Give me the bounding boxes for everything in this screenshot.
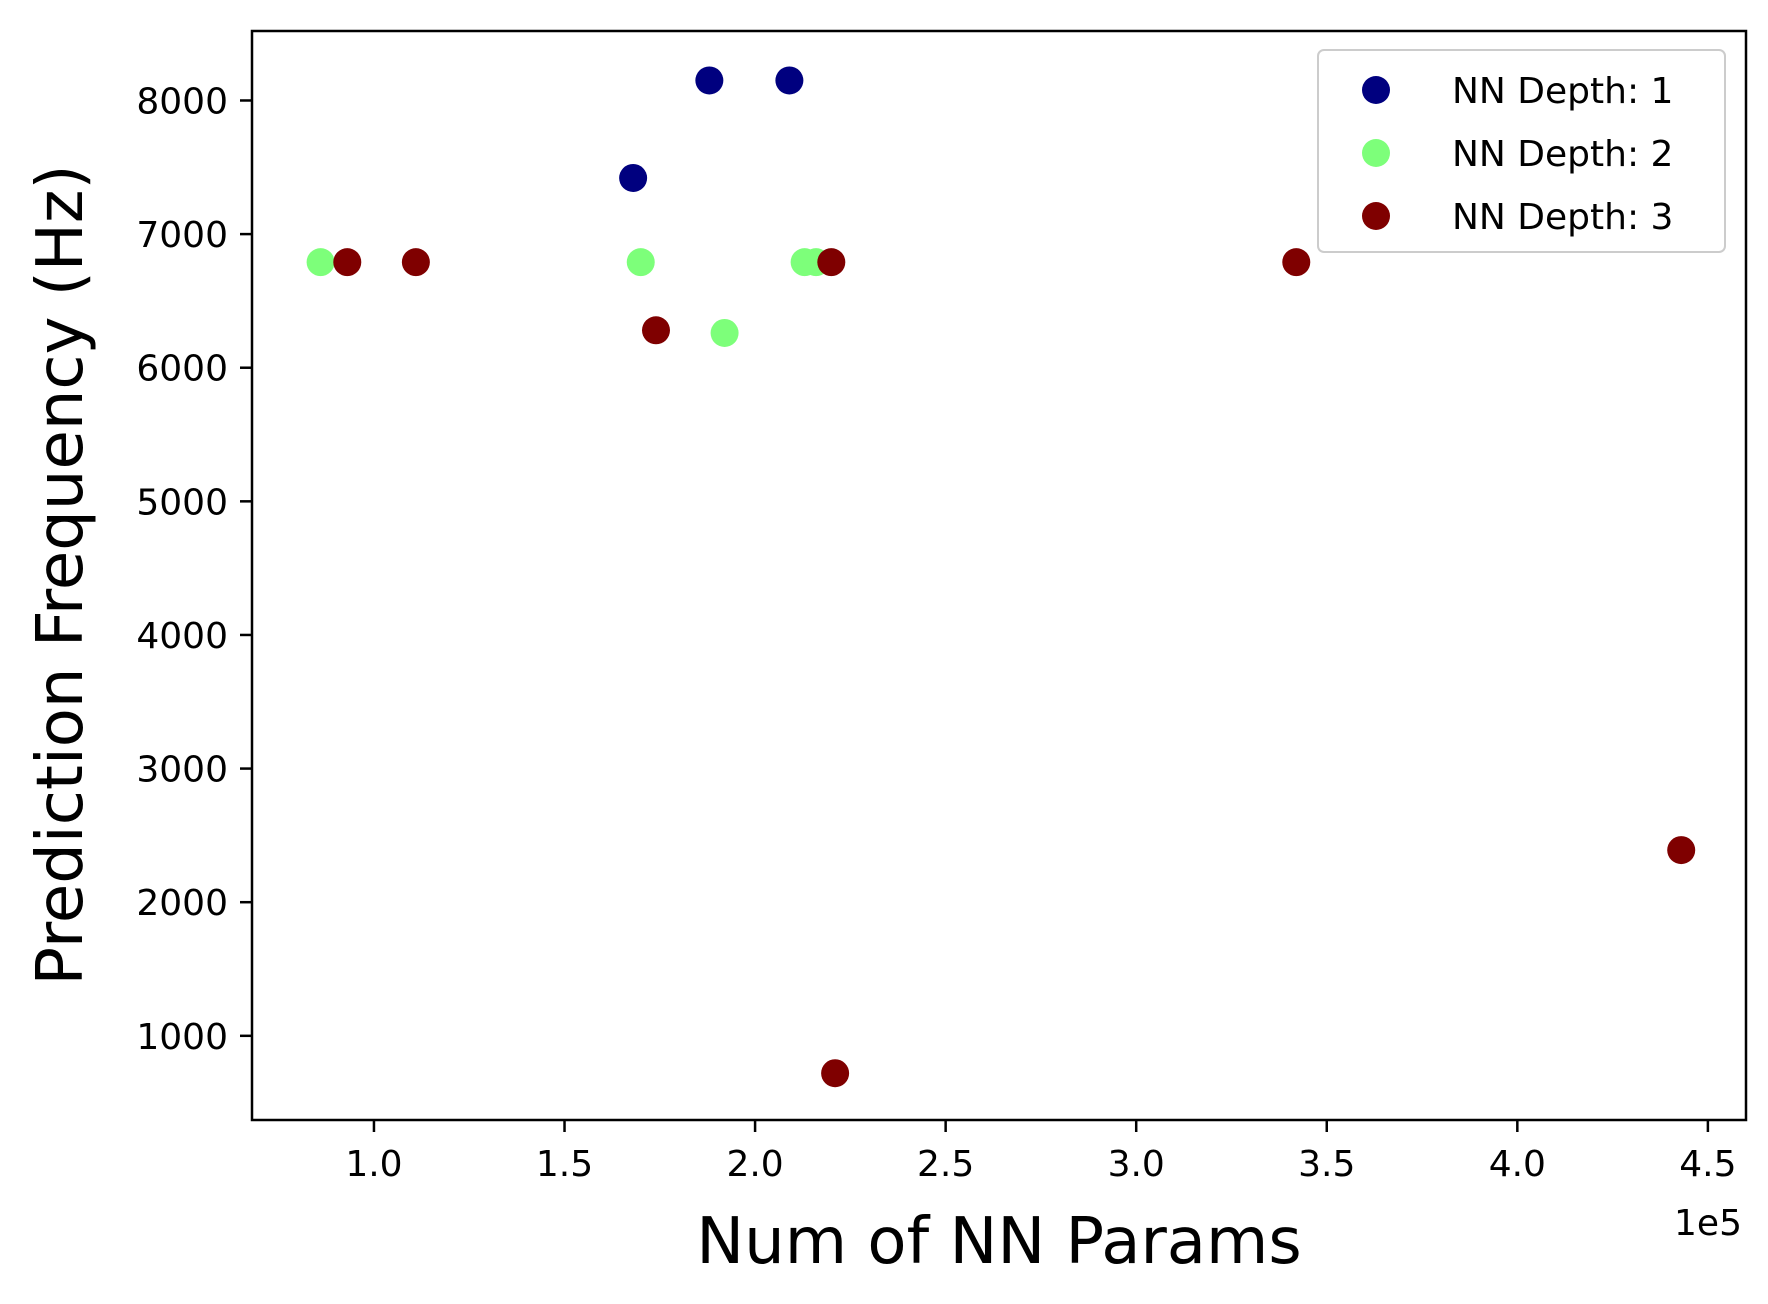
legend: NN Depth: 1 NN Depth: 2 NN Depth: 3 (1317, 49, 1726, 253)
legend-label: NN Depth: 1 (1452, 71, 1673, 112)
y-tick-label: 3000 (136, 750, 228, 791)
x-tick-label: 4.0 (1489, 1144, 1546, 1185)
y-tick-label: 2000 (136, 883, 228, 924)
data-point-depth-1 (775, 66, 804, 95)
y-tick-label: 1000 (136, 1017, 228, 1058)
x-axis: 1.0 1.5 2.0 2.5 3.0 3.5 4.0 4.5 (345, 1120, 1737, 1185)
legend-marker (1362, 76, 1390, 104)
y-tick-label: 8000 (136, 81, 228, 122)
y-axis: 1000 2000 3000 4000 5000 6000 7000 8000 (136, 81, 252, 1058)
legend-marker (1362, 202, 1390, 230)
x-axis-offset-label: 1e5 (1674, 1203, 1742, 1244)
data-point-depth-1 (619, 163, 648, 192)
x-tick-label: 2.5 (917, 1144, 974, 1185)
data-point-depth-3 (333, 248, 362, 277)
points-layer (306, 66, 1696, 1088)
data-point-depth-3 (401, 248, 430, 277)
x-tick-label: 4.5 (1679, 1144, 1736, 1185)
plot-frame (250, 29, 1748, 1122)
data-point-depth-2 (710, 318, 739, 347)
y-tick-label: 5000 (136, 482, 228, 523)
y-axis-title: Prediction Frequency (Hz) (24, 165, 98, 986)
legend-frame (1317, 49, 1726, 253)
legend-label: NN Depth: 2 (1452, 134, 1673, 175)
y-tick-label: 4000 (136, 616, 228, 657)
data-point-depth-3 (641, 316, 670, 345)
x-tick-label: 1.5 (536, 1144, 593, 1185)
data-point-depth-3 (821, 1059, 850, 1088)
x-tick-label: 3.0 (1108, 1144, 1165, 1185)
data-point-depth-1 (695, 66, 724, 95)
legend-label: NN Depth: 3 (1452, 197, 1673, 238)
data-point-depth-3 (817, 248, 846, 277)
x-tick-label: 3.5 (1298, 1144, 1355, 1185)
data-point-depth-2 (626, 248, 655, 277)
x-tick-label: 1.0 (345, 1144, 402, 1185)
data-point-depth-3 (1282, 248, 1311, 277)
legend-marker (1362, 139, 1390, 167)
x-tick-label: 2.0 (726, 1144, 783, 1185)
y-tick-label: 7000 (136, 215, 228, 256)
data-point-depth-2 (306, 248, 335, 277)
data-point-depth-3 (1667, 836, 1696, 865)
y-tick-label: 6000 (136, 349, 228, 390)
x-axis-title: Num of NN Params (696, 1205, 1301, 1279)
